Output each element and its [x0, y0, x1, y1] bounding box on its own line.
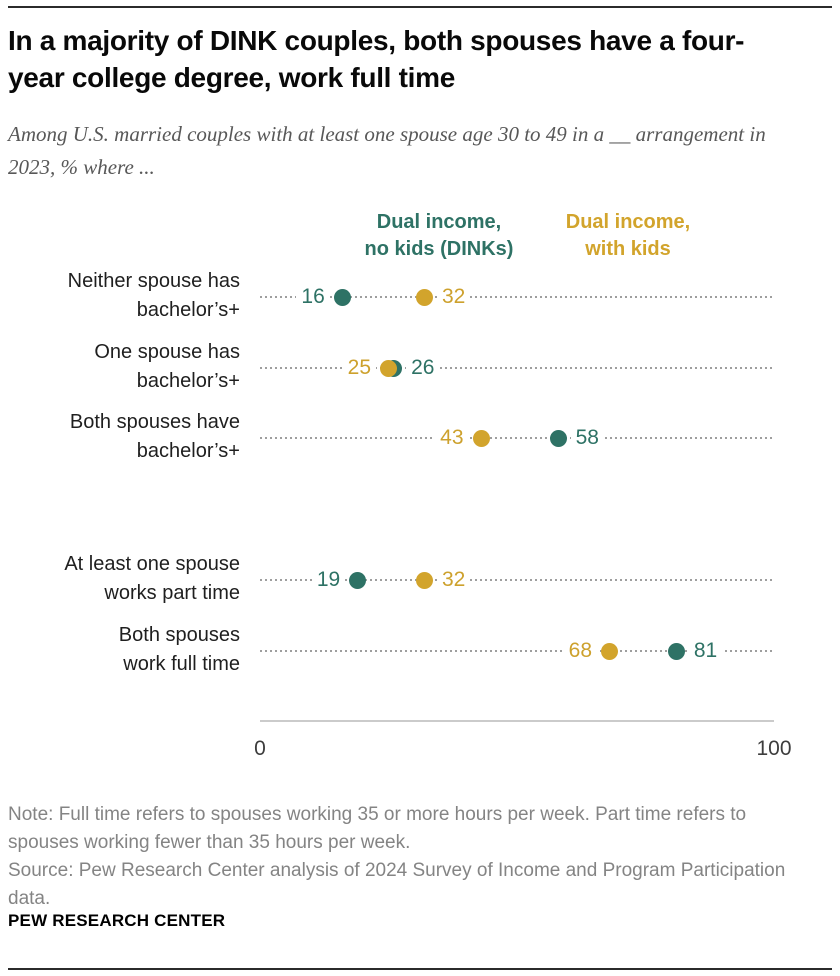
value-label-gold: 68: [563, 638, 598, 664]
category-label-line: work full time: [123, 653, 240, 675]
value-label-gold: 32: [436, 567, 471, 593]
source-text: Source: Pew Research Center analysis of …: [8, 860, 786, 909]
data-point-dot-gold: [601, 642, 619, 660]
notes-block: Note: Full time refers to spouses workin…: [8, 801, 822, 913]
category-label-line: One spouse has: [94, 341, 240, 363]
data-point-dot-gold: [415, 288, 433, 306]
value-label-teal: 16: [296, 284, 330, 310]
data-point-dot-teal: [349, 571, 367, 589]
category-label-line: bachelor’s+: [136, 370, 240, 392]
x-axis-tick-0: 0: [254, 737, 266, 760]
dotted-leader-line: [260, 579, 774, 581]
legend-dinks-line1: Dual income,: [376, 211, 502, 233]
category-label-line: bachelor’s+: [136, 440, 240, 462]
data-point-dot-gold: [380, 359, 397, 377]
legend-item-with-kids: Dual income, with kids: [508, 209, 748, 263]
data-point-dot-gold: [415, 571, 433, 589]
data-point-dot-teal: [667, 642, 685, 660]
category-label: One spouse has bachelor’s+: [8, 338, 240, 396]
legend-with-kids-line2: with kids: [585, 238, 671, 260]
category-label-line: Both spouses: [118, 624, 240, 646]
category-label-line: At least one spouse: [64, 553, 240, 575]
value-label-teal: 19: [311, 567, 346, 593]
pew-research-center-wordmark: PEW RESEARCH CENTER: [8, 911, 226, 930]
category-label: At least one spouse works part time: [8, 550, 240, 608]
dotted-leader-line: [260, 367, 774, 369]
chart-subtitle: Among U.S. married couples with at least…: [8, 122, 766, 179]
data-point-dot-gold: [472, 429, 490, 447]
legend-with-kids-line1: Dual income,: [565, 211, 691, 233]
value-label-teal: 26: [406, 355, 440, 381]
dotted-leader-line: [260, 437, 774, 439]
dotted-leader-line: [260, 296, 774, 298]
category-label: Neither spouse has bachelor’s+: [8, 267, 240, 325]
data-point-dot-teal: [333, 288, 351, 306]
data-point-dot-teal: [549, 429, 567, 447]
dotted-leader-line: [260, 650, 774, 652]
value-label-teal: 81: [688, 638, 723, 664]
category-label-line: Both spouses have: [69, 411, 240, 433]
category-label-line: works part time: [104, 582, 240, 604]
top-border-rule: [8, 6, 832, 8]
x-axis-tick-100: 100: [756, 737, 792, 760]
value-label-teal: 58: [570, 425, 604, 451]
category-label-line: Neither spouse has: [67, 270, 240, 292]
category-label: Both spouses have bachelor’s+: [8, 408, 240, 466]
x-axis-line: [260, 720, 774, 722]
bottom-border-rule: [8, 968, 832, 970]
value-label-gold: 43: [435, 425, 469, 451]
category-label-line: bachelor’s+: [136, 299, 240, 321]
legend-dinks-line2: no kids (DINKs): [364, 238, 514, 260]
value-label-gold: 32: [436, 284, 471, 310]
chart-title: In a majority of DINK couples, both spou…: [8, 25, 745, 93]
category-label: Both spouses work full time: [8, 621, 240, 679]
legend-item-dinks: Dual income, no kids (DINKs): [309, 209, 569, 263]
value-label-gold: 25: [342, 355, 376, 381]
note-text: Note: Full time refers to spouses workin…: [8, 804, 747, 853]
